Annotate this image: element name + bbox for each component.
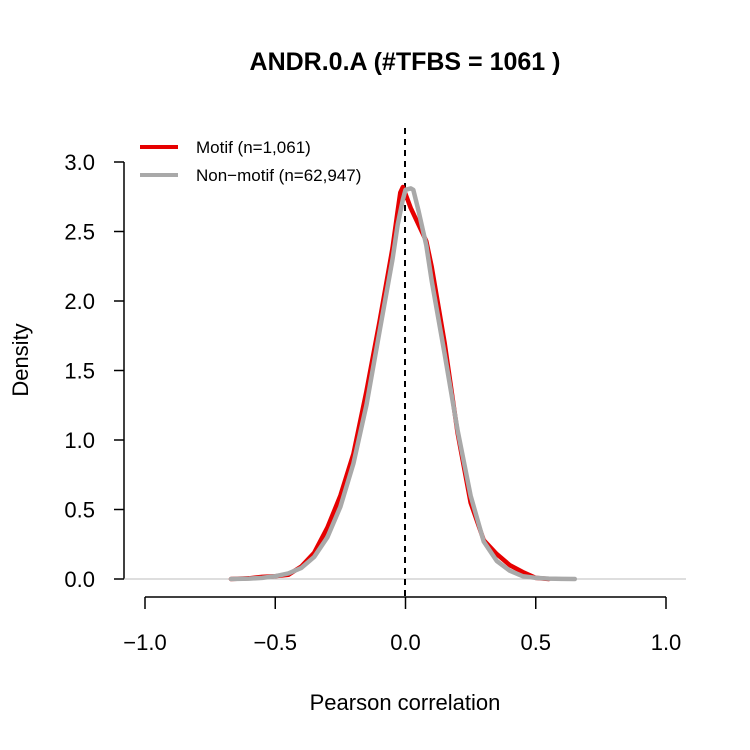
- x-tick-label: 1.0: [651, 630, 682, 655]
- chart-title: ANDR.0.A (#TFBS = 1061 ): [250, 48, 561, 76]
- y-tick-label: 3.0: [64, 150, 95, 175]
- y-tick-label: 1.0: [64, 428, 95, 453]
- y-tick-label: 2.5: [64, 220, 95, 245]
- x-tick-label: −0.5: [254, 630, 297, 655]
- y-tick-label: 2.0: [64, 289, 95, 314]
- y-tick-label: 0.0: [64, 567, 95, 592]
- legend-label-motif: Motif (n=1,061): [196, 138, 311, 157]
- y-axis-label: Density: [8, 323, 33, 396]
- x-tick-label: −1.0: [123, 630, 166, 655]
- y-axis: 0.0 0.5 1.0 1.5 2.0 2.5 3.0: [64, 150, 125, 592]
- x-axis: −1.0 −0.5 0.0 0.5 1.0: [123, 596, 682, 655]
- legend: Motif (n=1,061) Non−motif (n=62,947): [140, 138, 361, 185]
- x-tick-label: 0.5: [520, 630, 551, 655]
- series-layer: [228, 184, 578, 582]
- y-tick-label: 1.5: [64, 359, 95, 384]
- x-axis-label: Pearson correlation: [310, 690, 501, 715]
- legend-label-non-motif: Non−motif (n=62,947): [196, 166, 361, 185]
- series-line-non-motif: [228, 186, 578, 582]
- x-tick-label: 0.0: [390, 630, 421, 655]
- series-line-motif: [228, 184, 552, 582]
- y-tick-label: 0.5: [64, 498, 95, 523]
